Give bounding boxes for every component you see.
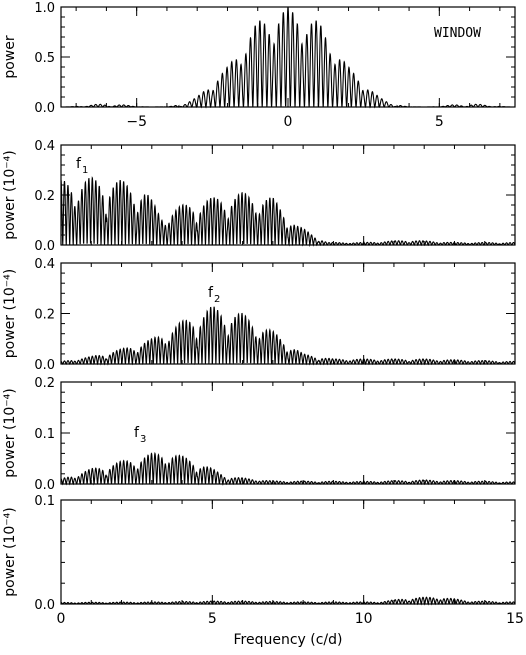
series-line-residual — [60, 596, 516, 606]
panel-f3: 0.0 0.1 0.2 power (10⁻⁴) f 3 — [2, 376, 516, 493]
x-tick-label: 5 — [208, 611, 217, 627]
y-axis-label: power (10⁻⁴) — [2, 150, 18, 239]
y-tick-label: 0.2 — [34, 308, 55, 323]
series-line-f2 — [60, 306, 516, 366]
x-tick-label: 10 — [355, 611, 373, 627]
y-tick-label: 0.2 — [34, 376, 55, 391]
plot-frame — [60, 6, 516, 108]
panel-f1: 0.0 0.2 0.4 power (10⁻⁴) f 1 — [2, 139, 516, 254]
series-line-f3 — [60, 451, 516, 486]
y-tick-label: 0.4 — [34, 139, 55, 154]
series-line-window — [61, 6, 515, 109]
y-tick-label: 0.5 — [34, 51, 55, 66]
y-tick-label: 1.0 — [34, 1, 55, 16]
frequency-label-subscript: 1 — [82, 165, 88, 176]
plot-frame — [60, 381, 516, 485]
y-tick-label: 0.0 — [34, 598, 55, 613]
y-axis-label: power (10⁻⁴) — [2, 507, 18, 596]
panel-f2: 0.0 0.2 0.4 power (10⁻⁴) f 2 — [2, 257, 516, 373]
frequency-label-f1: f — [76, 156, 82, 172]
y-tick-label: 0.0 — [34, 239, 55, 254]
y-axis-label: power (10⁻⁴) — [2, 388, 18, 477]
y-tick-label: 0.4 — [34, 257, 55, 272]
y-tick-label: 0.0 — [34, 478, 55, 493]
frequency-label-subscript: 2 — [214, 294, 220, 305]
frequency-label-f3: f — [134, 425, 140, 441]
y-tick-label: 0.0 — [34, 101, 55, 116]
y-tick-label: 0.1 — [34, 427, 55, 442]
x-tick-label: 15 — [506, 611, 524, 627]
panel-window: −5 0 5 0.0 0.5 1.0 power WINDOW — [2, 1, 516, 130]
x-axis-label: Frequency (c/d) — [234, 632, 343, 648]
window-label: WINDOW — [434, 26, 481, 41]
x-tick-label: 0 — [57, 611, 66, 627]
plot-frame — [60, 499, 516, 605]
y-tick-label: 0.0 — [34, 358, 55, 373]
frequency-label-subscript: 3 — [140, 434, 146, 445]
y-tick-label: 0.1 — [34, 494, 55, 509]
y-axis-label: power (10⁻⁴) — [2, 269, 18, 358]
x-tick-label: 0 — [284, 114, 293, 130]
x-tick-label: −5 — [126, 114, 147, 130]
plot-frame — [60, 262, 516, 365]
y-axis-label: power — [2, 35, 18, 79]
frequency-label-f2: f — [208, 285, 214, 301]
x-tick-label: 5 — [435, 114, 444, 130]
y-tick-label: 0.2 — [34, 189, 55, 204]
panel-residual: 0 5 10 15 0.0 0.1 power (10⁻⁴) Frequency (c/d) — [2, 494, 524, 648]
series-line-f1 — [60, 176, 516, 248]
